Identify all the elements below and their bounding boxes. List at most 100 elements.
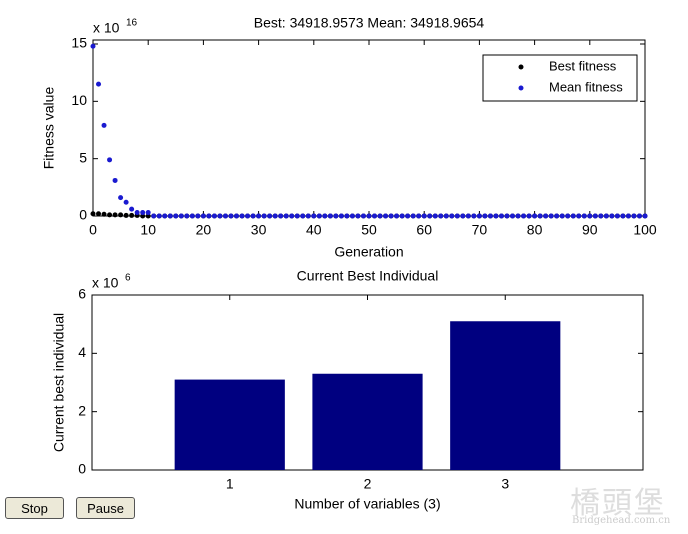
x-tick-label: 60	[416, 222, 432, 238]
data-point	[189, 213, 195, 219]
x-axis-label: Generation	[334, 244, 403, 260]
x-tick-label: 1	[226, 476, 234, 492]
data-point	[537, 213, 543, 219]
y-tick-label: 5	[79, 149, 87, 165]
data-point	[250, 213, 256, 219]
data-point	[449, 213, 455, 219]
data-point	[438, 213, 444, 219]
data-point	[625, 213, 631, 219]
data-point	[123, 199, 129, 205]
data-point	[305, 213, 311, 219]
data-point	[289, 213, 295, 219]
data-point	[515, 213, 521, 219]
x-tick-label: 30	[251, 222, 267, 238]
y-tick-label: 10	[71, 92, 87, 108]
data-point	[554, 213, 560, 219]
y-multiplier: x 10	[92, 275, 119, 291]
data-point	[118, 212, 124, 218]
y-tick-label: 6	[78, 286, 86, 302]
legend-marker	[518, 64, 524, 70]
data-point	[360, 213, 366, 219]
data-point	[543, 213, 549, 219]
data-point	[405, 213, 411, 219]
data-point	[162, 213, 168, 219]
data-point	[498, 213, 504, 219]
data-point	[570, 213, 576, 219]
data-point	[642, 213, 648, 219]
x-tick-label: 2	[364, 476, 372, 492]
data-point	[338, 213, 344, 219]
data-point	[521, 213, 527, 219]
data-point	[399, 213, 405, 219]
data-point	[526, 213, 532, 219]
data-point	[96, 81, 102, 87]
data-point	[228, 213, 234, 219]
data-point	[322, 213, 328, 219]
data-point	[394, 213, 400, 219]
x-tick-label: 40	[306, 222, 322, 238]
data-point	[603, 213, 609, 219]
data-point	[261, 213, 267, 219]
chart-title: Current Best Individual	[297, 268, 439, 284]
data-point	[129, 206, 135, 212]
data-point	[410, 213, 416, 219]
data-point	[548, 213, 554, 219]
pause-button[interactable]: Pause	[76, 497, 135, 519]
data-point	[344, 213, 350, 219]
data-point	[465, 213, 471, 219]
data-point	[211, 213, 217, 219]
y-multiplier-exponent: 16	[126, 18, 138, 29]
data-point	[107, 212, 113, 218]
data-point	[476, 213, 482, 219]
data-point	[145, 210, 151, 216]
data-point	[118, 195, 124, 201]
y-multiplier-exponent: 6	[125, 273, 131, 284]
data-point	[283, 213, 289, 219]
data-point	[333, 213, 339, 219]
data-point	[487, 213, 493, 219]
data-point	[636, 213, 642, 219]
data-point	[173, 213, 179, 219]
x-tick-label: 70	[472, 222, 488, 238]
x-tick-label: 20	[196, 222, 212, 238]
x-tick-label: 80	[527, 222, 543, 238]
data-point	[559, 213, 565, 219]
data-point	[107, 157, 113, 163]
data-point	[278, 213, 284, 219]
x-tick-label: 10	[140, 222, 156, 238]
data-point	[256, 213, 262, 219]
data-point	[383, 213, 389, 219]
data-point	[245, 213, 251, 219]
data-point	[355, 213, 361, 219]
x-tick-label: 100	[633, 222, 657, 238]
data-point	[460, 213, 466, 219]
y-axis-label: Fitness value	[41, 87, 57, 170]
data-point	[300, 213, 306, 219]
x-tick-label: 50	[361, 222, 377, 238]
data-point	[427, 213, 433, 219]
data-point	[510, 213, 516, 219]
y-axis-label: Current best individual	[51, 313, 67, 452]
y-multiplier: x 10	[93, 20, 120, 36]
x-axis-label: Number of variables (3)	[294, 496, 440, 512]
stop-button[interactable]: Stop	[5, 497, 64, 519]
x-tick-label: 0	[89, 222, 97, 238]
y-tick-label: 15	[71, 35, 87, 51]
data-point	[112, 212, 118, 218]
data-point	[234, 213, 240, 219]
data-point	[145, 213, 151, 219]
data-point	[576, 213, 582, 219]
data-point	[388, 213, 394, 219]
data-point	[454, 213, 460, 219]
bar	[312, 373, 423, 470]
data-point	[134, 210, 140, 216]
data-point	[592, 213, 598, 219]
data-point	[614, 213, 620, 219]
legend-label: Mean fitness	[549, 79, 623, 94]
data-point	[90, 211, 96, 217]
data-point	[167, 213, 173, 219]
data-point	[432, 213, 438, 219]
y-tick-label: 0	[79, 207, 87, 223]
